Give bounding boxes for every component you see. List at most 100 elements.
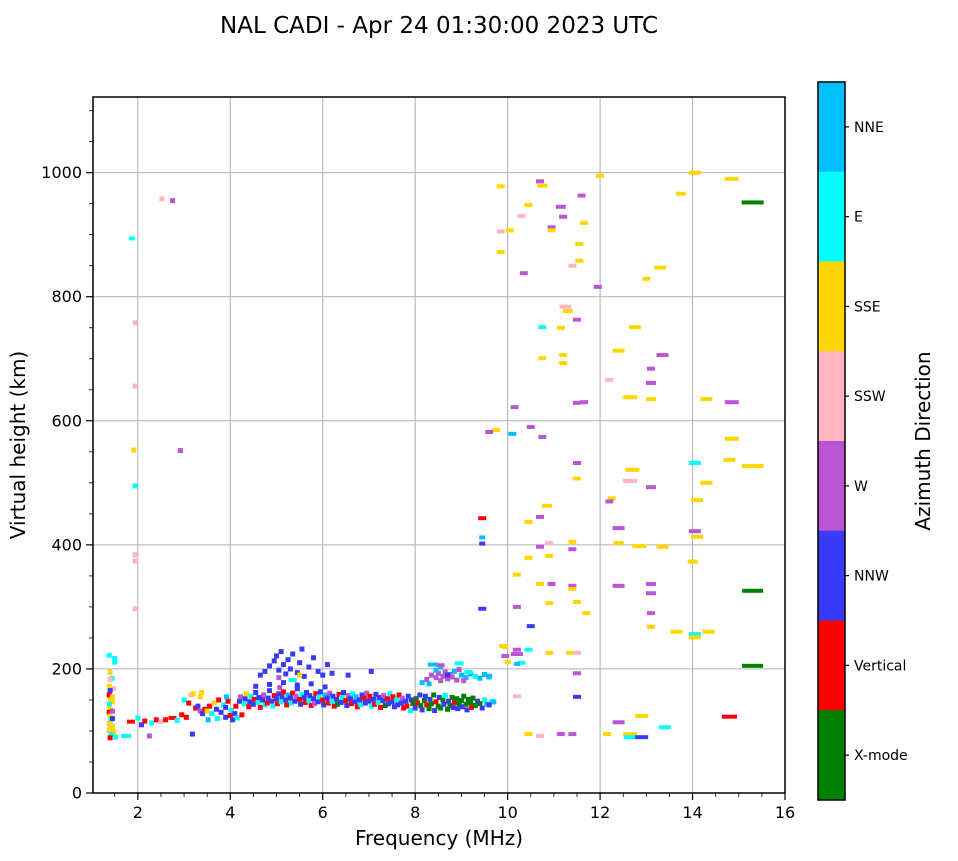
data-point <box>113 734 119 740</box>
data-point <box>413 696 419 702</box>
data-point <box>256 694 262 700</box>
data-point <box>559 304 572 309</box>
data-point <box>112 659 118 665</box>
colorbar-label-sse: SSE <box>854 299 881 315</box>
data-point <box>205 717 211 723</box>
data-point <box>261 692 267 698</box>
data-point <box>612 348 625 353</box>
data-point <box>541 503 552 508</box>
data-point <box>456 667 462 673</box>
data-point <box>524 555 533 560</box>
data-point <box>469 704 475 710</box>
data-point <box>267 663 273 669</box>
data-point <box>572 671 581 676</box>
data-point <box>206 703 212 709</box>
data-point <box>428 672 434 678</box>
data-point <box>316 694 322 700</box>
data-point <box>723 457 736 462</box>
data-point <box>354 704 360 710</box>
data-point <box>442 693 448 699</box>
plot-border <box>92 96 786 794</box>
data-point <box>253 690 259 696</box>
data-point <box>373 691 379 697</box>
data-point <box>449 694 455 700</box>
data-point <box>454 696 460 702</box>
data-point <box>513 661 520 666</box>
data-point <box>646 624 655 629</box>
y-axis-label: Virtual height (km) <box>6 351 30 540</box>
data-point <box>461 693 467 699</box>
data-point <box>311 701 317 707</box>
data-point <box>559 361 568 366</box>
data-point <box>106 692 112 698</box>
data-point <box>364 690 370 696</box>
data-point <box>106 721 112 727</box>
data-point <box>593 284 602 289</box>
data-point <box>700 480 713 485</box>
data-point <box>321 702 327 708</box>
data-point <box>485 429 494 434</box>
data-point <box>412 705 418 711</box>
data-point <box>642 276 651 281</box>
data-point <box>572 400 581 405</box>
data-point <box>251 696 257 702</box>
data-point <box>442 669 448 675</box>
data-point <box>612 720 625 725</box>
data-point <box>504 660 511 665</box>
data-point <box>106 709 112 715</box>
data-point <box>496 184 505 189</box>
data-point <box>344 703 350 709</box>
data-point <box>301 673 307 679</box>
data-point <box>496 250 505 255</box>
data-point <box>107 735 113 741</box>
colorbar-label-ssw: SSW <box>854 389 886 405</box>
grid-layer <box>93 97 785 793</box>
data-point <box>237 698 243 704</box>
data-point <box>433 699 439 705</box>
data-point <box>237 694 243 700</box>
data-point <box>741 464 764 469</box>
data-point <box>353 694 359 700</box>
data-point <box>623 732 638 737</box>
x-tick-label: 4 <box>225 803 235 822</box>
data-point <box>688 635 701 640</box>
data-point <box>524 732 533 737</box>
data-point <box>577 193 586 198</box>
colorbar: NNE E SSE SSW W NNW Vertical X-mode <box>818 82 908 801</box>
data-point <box>257 672 263 678</box>
data-point <box>121 733 132 738</box>
data-point <box>568 583 577 588</box>
data-point <box>153 717 159 723</box>
data-point <box>381 693 387 699</box>
data-point <box>479 535 486 540</box>
colorbar-label-x: X-mode <box>854 748 908 764</box>
data-point <box>358 702 364 708</box>
data-point <box>264 700 270 706</box>
data-point <box>596 173 605 178</box>
data-point <box>177 448 183 454</box>
data-point <box>278 699 284 705</box>
data-point <box>646 611 655 616</box>
data-point <box>352 699 358 705</box>
data-point <box>336 691 342 697</box>
data-point <box>517 660 526 665</box>
data-point <box>479 541 486 546</box>
data-point <box>572 694 581 699</box>
data-point <box>632 544 647 549</box>
data-point <box>359 692 365 698</box>
data-point <box>438 678 444 684</box>
data-point <box>250 701 256 707</box>
data-point <box>405 693 411 699</box>
data-point <box>458 672 464 678</box>
data-point <box>436 694 442 700</box>
data-point <box>482 672 488 678</box>
data-point <box>536 581 545 586</box>
data-point <box>445 706 451 712</box>
data-point <box>419 680 425 686</box>
data-point <box>559 353 568 358</box>
data-point <box>741 200 764 205</box>
data-point <box>307 693 313 699</box>
data-point <box>433 675 439 681</box>
data-point <box>279 694 285 700</box>
data-point <box>510 652 523 657</box>
